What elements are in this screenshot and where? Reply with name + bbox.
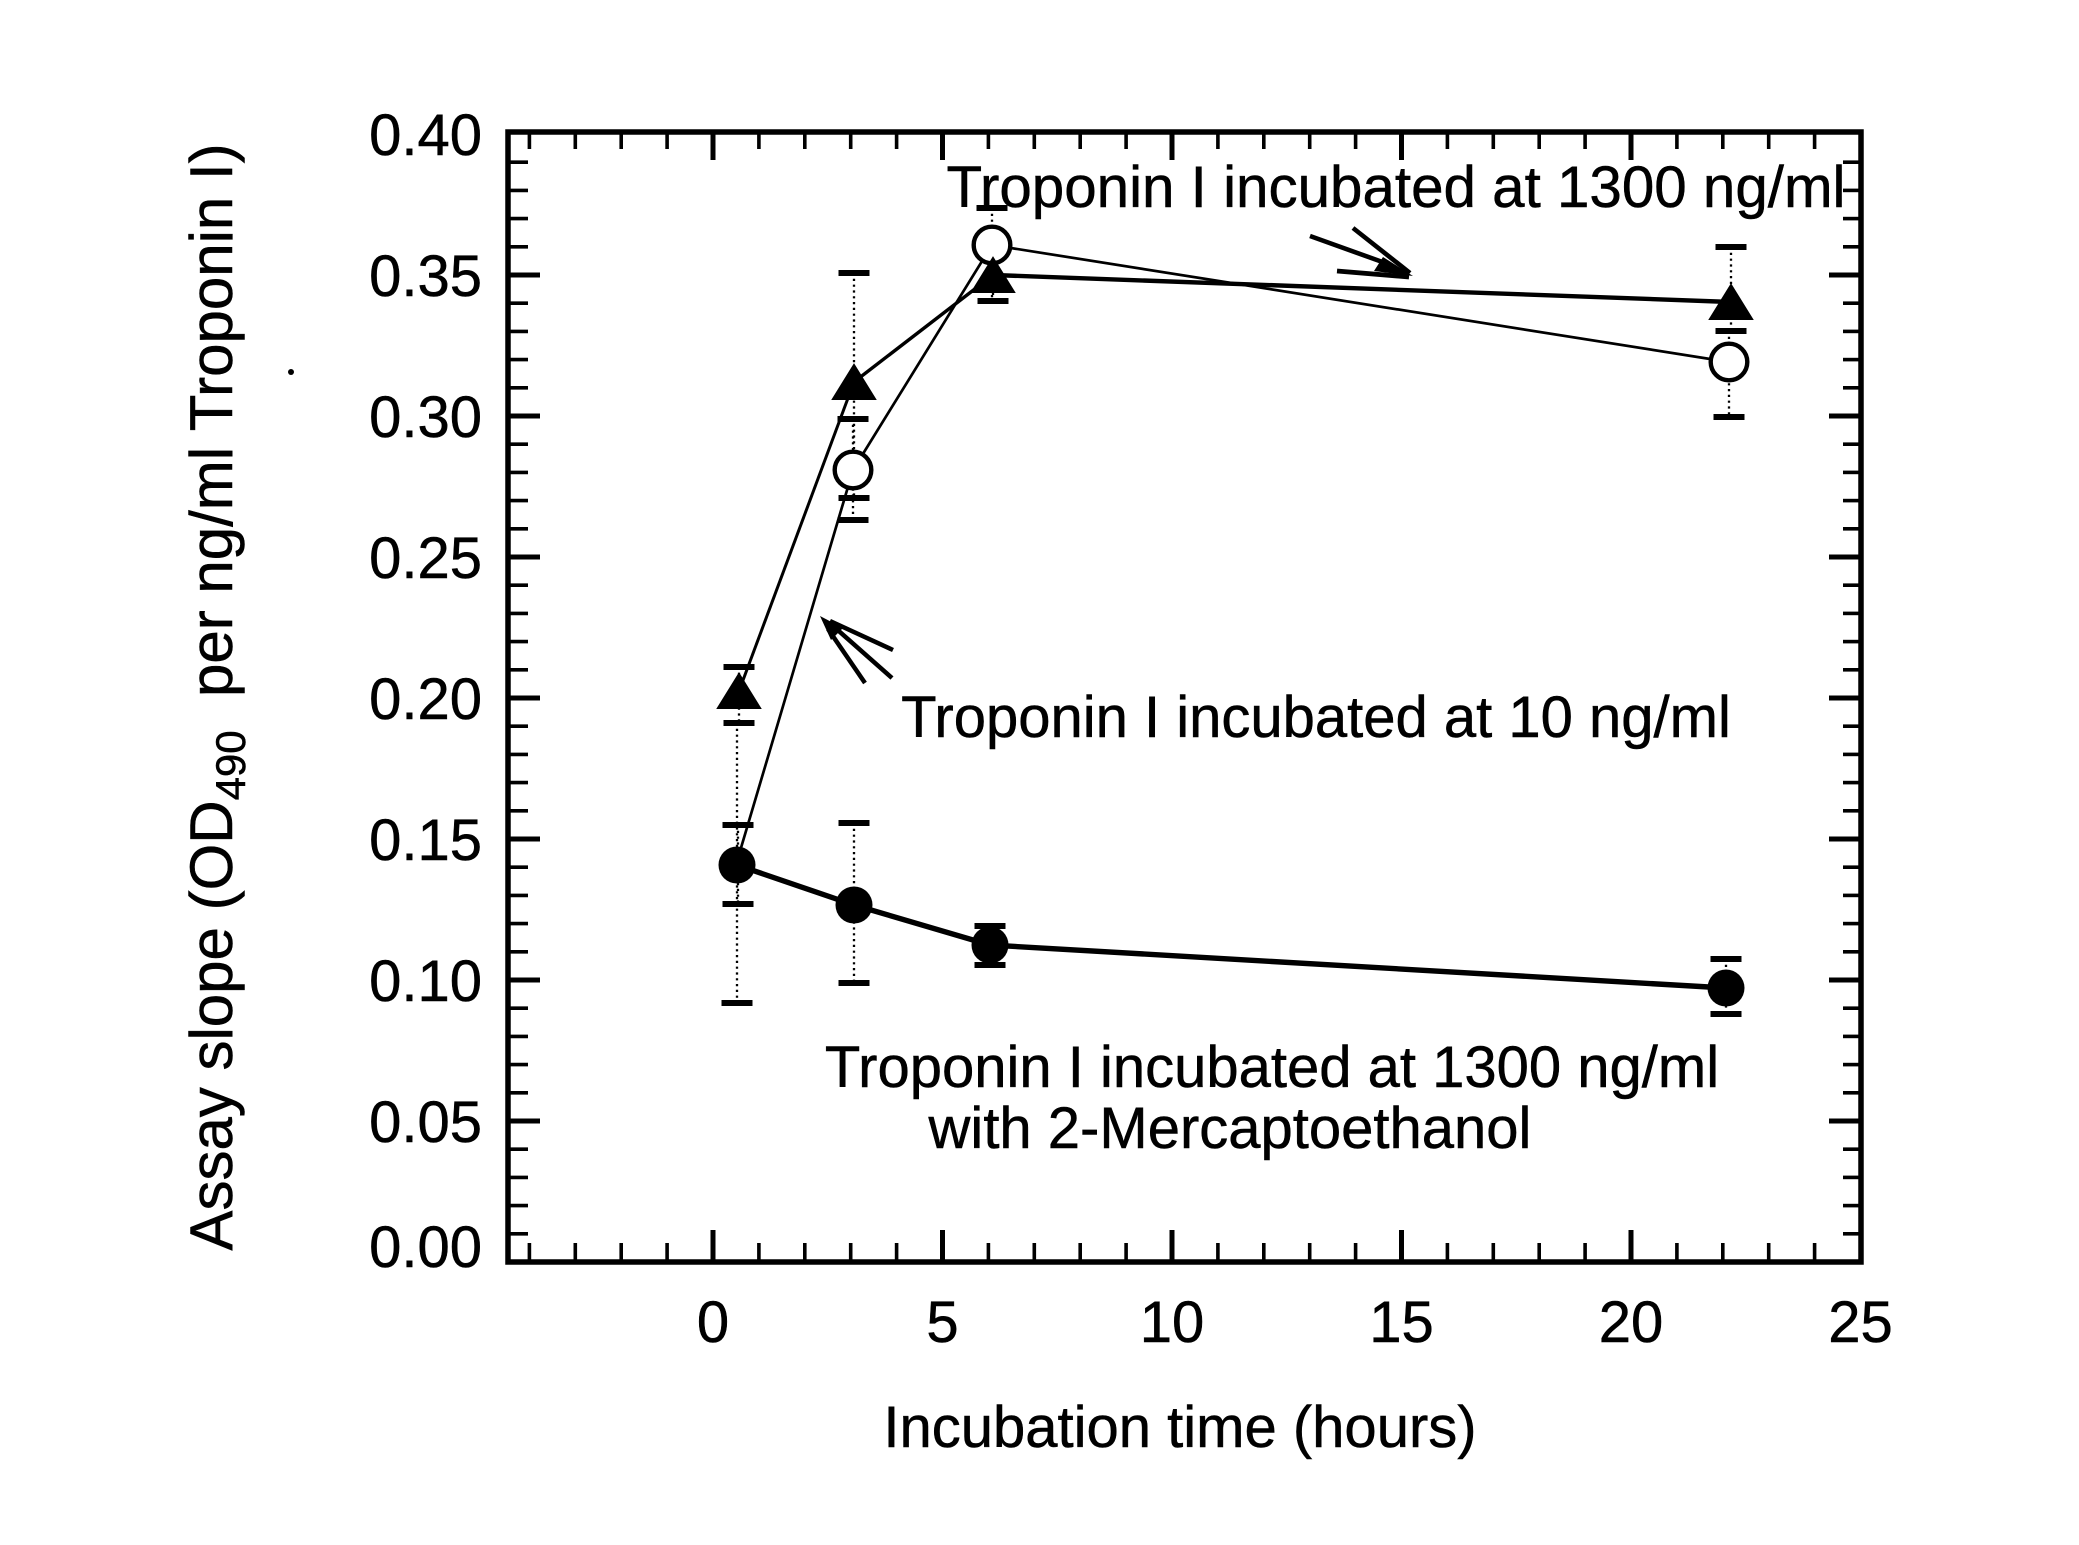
svg-text:0.10: 0.10 bbox=[369, 949, 482, 1014]
svg-text:Troponin I incubated at 1300 n: Troponin I incubated at 1300 ng/ml bbox=[825, 1035, 1719, 1100]
svg-text:20: 20 bbox=[1599, 1290, 1664, 1355]
svg-text:5: 5 bbox=[926, 1290, 958, 1355]
svg-text:0.15: 0.15 bbox=[369, 808, 482, 873]
svg-text:0.20: 0.20 bbox=[369, 667, 482, 732]
svg-text:25: 25 bbox=[1828, 1290, 1893, 1355]
svg-text:Troponin I incubated at 10 ng/: Troponin I incubated at 10 ng/ml bbox=[901, 685, 1731, 750]
svg-text:15: 15 bbox=[1369, 1290, 1434, 1355]
svg-text:0.35: 0.35 bbox=[369, 244, 482, 309]
svg-text:Assay slope (OD490 per ng/ml: Assay slope (OD490 per ng/ml Troponin I) bbox=[178, 143, 254, 1250]
svg-text:Incubation time (hours): Incubation time (hours) bbox=[883, 1395, 1476, 1460]
svg-text:Troponin I incubated at 1300 n: Troponin I incubated at 1300 ng/ml bbox=[947, 155, 1846, 220]
svg-text:with 2-Mercaptoethanol: with 2-Mercaptoethanol bbox=[928, 1096, 1532, 1161]
svg-text:0.25: 0.25 bbox=[369, 526, 482, 591]
svg-text:10: 10 bbox=[1140, 1290, 1205, 1355]
svg-text:0.00: 0.00 bbox=[369, 1215, 482, 1280]
svg-text:0.05: 0.05 bbox=[369, 1090, 482, 1155]
svg-text:0: 0 bbox=[697, 1290, 729, 1355]
svg-text:0.40: 0.40 bbox=[369, 103, 482, 168]
svg-text:0.30: 0.30 bbox=[369, 385, 482, 450]
